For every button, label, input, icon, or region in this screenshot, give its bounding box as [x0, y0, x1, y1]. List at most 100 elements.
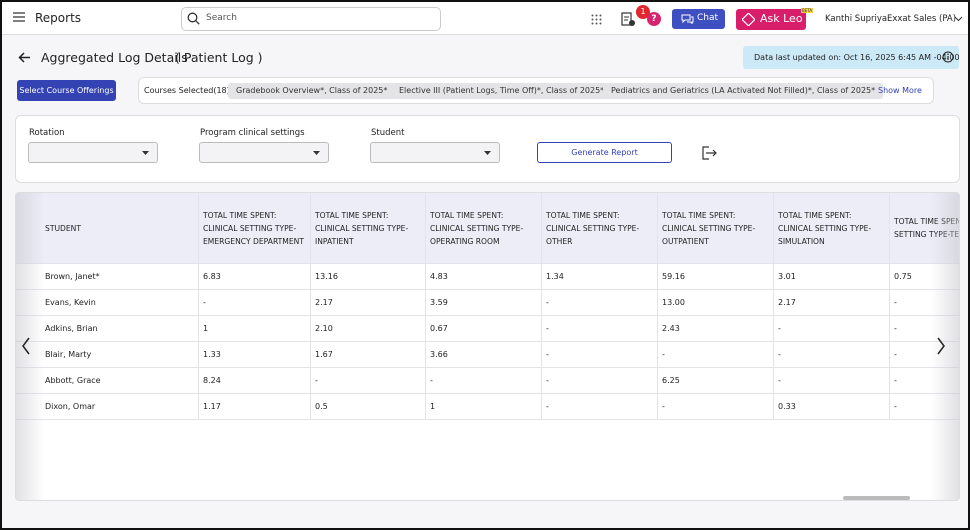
table-cell: - — [890, 368, 959, 394]
table-cell: - — [542, 290, 658, 316]
app-title: Reports — [35, 11, 82, 25]
table-cell: 1 — [199, 316, 311, 342]
ask-leo-label: Ask Leo — [760, 12, 803, 25]
table-cell: - — [890, 290, 959, 316]
course-chip: Pediatrics and Geriatrics (LA Activated … — [603, 83, 884, 99]
table-cell: 8.24 — [199, 368, 311, 394]
table-cell: 0.5 — [311, 394, 426, 420]
scrollbar[interactable] — [843, 496, 910, 500]
table-cell: - — [774, 368, 890, 394]
table-cell: 0.33 — [774, 394, 890, 420]
column-header: TOTAL TIME SPENT: CLINICAL SETTING TYPE-… — [311, 193, 426, 264]
course-chip: Elective III (Patient Logs, Time Off)*, … — [391, 83, 613, 99]
table-cell: 1.33 — [199, 342, 311, 368]
course-chip: Gradebook Overview*, Class of 2025* — [228, 83, 396, 99]
report-icon[interactable] — [621, 12, 635, 27]
column-header: TOTAL TIME SPENT: CLINICAL SETTING TYPE-… — [774, 193, 890, 264]
organization: Exxat Sales (PA) — [887, 14, 957, 24]
help-button[interactable]: ? — [647, 12, 661, 26]
table-cell: 3.01 — [774, 264, 890, 290]
search-icon — [187, 12, 200, 25]
table-cell: - — [199, 290, 311, 316]
user-menu-chevron[interactable] — [954, 16, 963, 22]
last-updated-box — [743, 46, 959, 69]
table-cell: - — [426, 368, 542, 394]
column-header: TOTAL TIME SPENT: CLINICAL SETTING TYPE-… — [542, 193, 658, 264]
table-cell: 3.66 — [426, 342, 542, 368]
settings-select[interactable] — [199, 142, 329, 163]
filter-label: Student — [371, 128, 405, 138]
menu-icon[interactable] — [13, 12, 25, 22]
page-title: Aggregated Log Details — [41, 50, 188, 65]
courses-label: Courses Selected(18): — [144, 86, 233, 95]
beta-tag: BETA — [801, 8, 814, 13]
chat-label: Chat — [697, 13, 719, 23]
export-icon[interactable] — [701, 146, 717, 160]
table-cell: 6.25 — [658, 368, 774, 394]
table-cell: 6.83 — [199, 264, 311, 290]
chat-button[interactable] — [672, 9, 725, 29]
student-name: Brown, Janet* — [16, 264, 199, 290]
leo-icon — [742, 13, 755, 26]
table-cell: 3.59 — [426, 290, 542, 316]
table-cell: 1.67 — [311, 342, 426, 368]
student-name: Abbott, Grace — [16, 368, 199, 394]
table-panel: STUDENT TOTAL TIME SPENT: CLINICAL SETTIN… — [15, 192, 960, 501]
data-table: STUDENT TOTAL TIME SPENT: CLINICAL SETTIN… — [16, 193, 959, 500]
student-name: Evans, Kevin — [16, 290, 199, 316]
scroll-right-shade — [931, 193, 959, 500]
table-cell: 13.16 — [311, 264, 426, 290]
top-bar — [2, 2, 968, 35]
table-cell: 2.43 — [658, 316, 774, 342]
table-cell: 4.83 — [426, 264, 542, 290]
user-name: Kanthi Supriya — [825, 14, 888, 24]
rotation-select[interactable] — [28, 142, 158, 163]
show-more-link[interactable]: Show More — [878, 86, 922, 95]
table-cell: - — [542, 368, 658, 394]
filter-label: Program clinical settings — [200, 128, 305, 138]
table-cell: 1.34 — [542, 264, 658, 290]
table-cell: - — [774, 316, 890, 342]
table-cell: - — [890, 316, 959, 342]
column-header: STUDENT — [16, 193, 199, 264]
search-placeholder: Search — [206, 13, 237, 23]
student-select[interactable] — [370, 142, 500, 163]
table-cell: 2.17 — [311, 290, 426, 316]
ask-leo-button[interactable] — [736, 9, 806, 30]
chat-icon — [681, 14, 694, 24]
select-course-button[interactable]: Select Course Offerings — [17, 80, 116, 101]
table-cell: 13.00 — [658, 290, 774, 316]
table-cell: 0.75 — [890, 264, 959, 290]
notification-badge: 1 — [636, 5, 650, 19]
column-header: TOTAL TIME SPENT: CLINICAL SETTING TYPE-… — [658, 193, 774, 264]
table-cell: - — [658, 342, 774, 368]
student-name: Dixon, Omar — [16, 394, 199, 420]
generate-report-button[interactable]: Generate Report — [537, 142, 672, 163]
info-icon[interactable] — [942, 51, 954, 63]
table-cell: 1.17 — [199, 394, 311, 420]
table-cell: - — [890, 394, 959, 420]
search-box[interactable] — [181, 7, 441, 31]
column-header: TOTAL TIME SPENT: CLINICAL SETTING TYPE-… — [426, 193, 542, 264]
table-cell: - — [542, 394, 658, 420]
column-header: TOTAL TIME SPENT: CLINICAL SETTING TYPE-… — [199, 193, 311, 264]
table-cell: - — [774, 342, 890, 368]
next-arrow[interactable] — [936, 337, 946, 355]
back-arrow[interactable] — [18, 52, 31, 63]
table-cell: - — [542, 316, 658, 342]
page-subtitle: ( Patient Log ) — [175, 50, 263, 65]
table-cell: - — [890, 342, 959, 368]
last-updated: Data last updated on: Oct 16, 2025 6:45 … — [754, 53, 960, 62]
student-name: Adkins, Brian — [16, 316, 199, 342]
scroll-left-shade — [16, 193, 44, 500]
prev-arrow[interactable] — [21, 337, 31, 355]
table-cell: - — [658, 394, 774, 420]
table-cell: - — [542, 342, 658, 368]
table-cell: 59.16 — [658, 264, 774, 290]
table-cell: 2.17 — [774, 290, 890, 316]
apps-icon[interactable] — [591, 14, 602, 25]
table-cell: 0.67 — [426, 316, 542, 342]
table-cell: 2.10 — [311, 316, 426, 342]
student-name: Blair, Marty — [16, 342, 199, 368]
